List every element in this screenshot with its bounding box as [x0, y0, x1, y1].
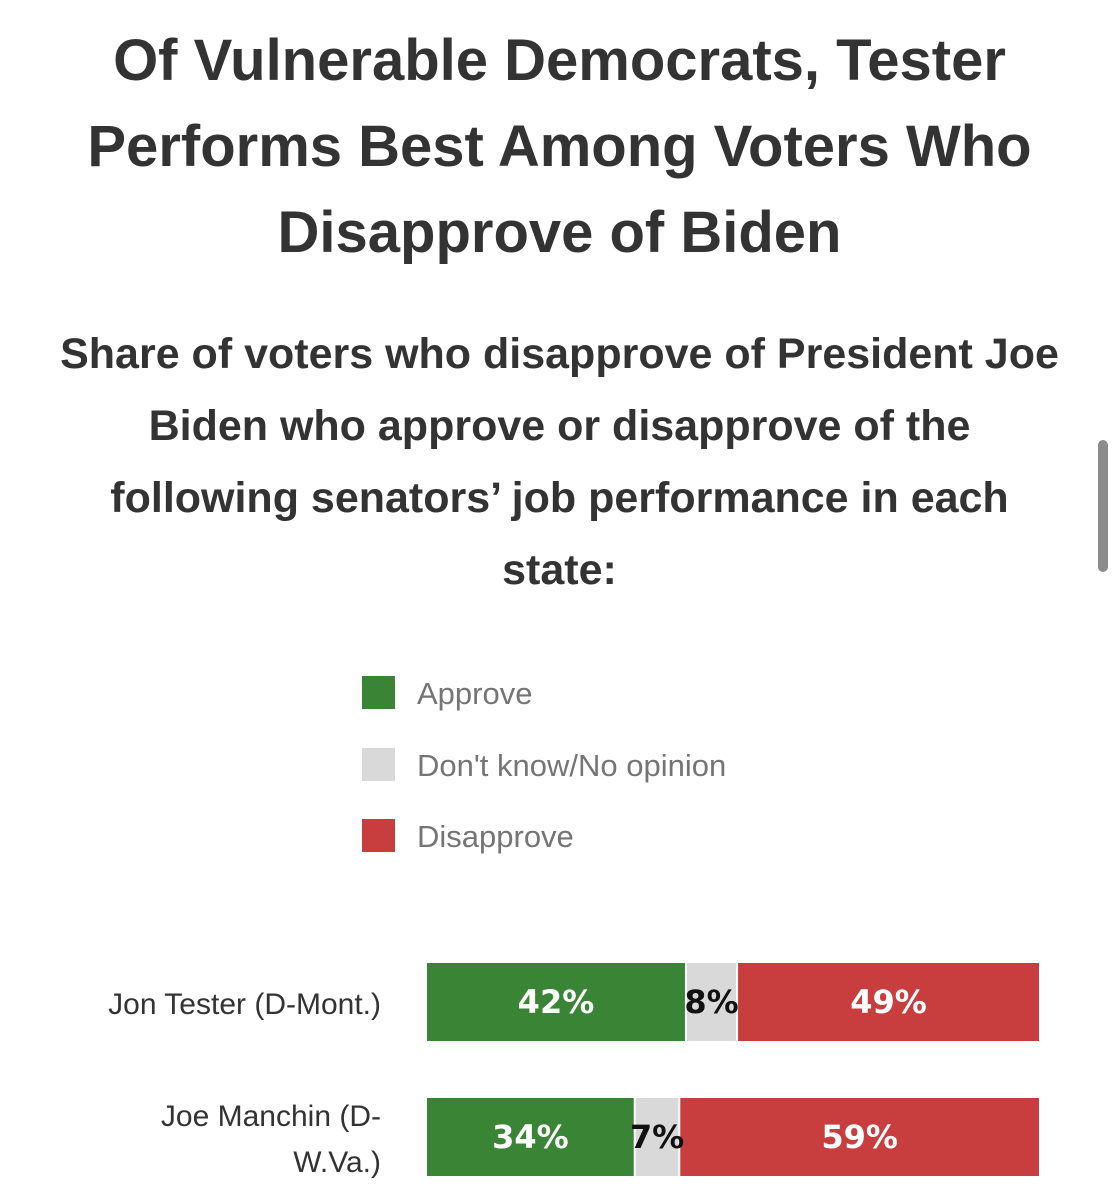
bar-label-approve-1: 34% [492, 1118, 569, 1156]
chart-title: Of Vulnerable Democrats, Tester Performs… [87, 28, 1032, 265]
bar-label-approve-0: 42% [518, 983, 595, 1021]
legend-swatch-approve [362, 676, 395, 709]
bar-label-no-opinion-0: 8% [684, 983, 738, 1021]
row-label-tester-line-1: Jon Tester (D-Mont.) [108, 988, 381, 1021]
row-label-manchin: Joe Manchin (D- W.Va.) [41, 1094, 381, 1186]
legend-item-approve: Approve [362, 670, 862, 711]
legend-label-no-opinion: Don't know/No opinion [417, 748, 727, 783]
bar-disapprove-1 [680, 1098, 1039, 1176]
chart-subtitle: Share of voters who disapprove of Presid… [60, 330, 1059, 594]
bar-label-disapprove-0: 49% [850, 983, 927, 1021]
legend-label-disapprove: Disapprove [417, 819, 574, 854]
legend-swatch-disapprove [362, 819, 395, 852]
bar-approve-0 [427, 963, 685, 1041]
bar-label-disapprove-1: 59% [821, 1118, 898, 1156]
scrollbar[interactable] [1098, 440, 1108, 572]
legend-label-approve: Approve [417, 676, 533, 711]
bar-approve-1 [427, 1098, 634, 1176]
row-label-tester: Jon Tester (D-Mont.) [41, 982, 381, 1028]
bar-no-opinion-1 [635, 1098, 679, 1176]
bar-disapprove-0 [738, 963, 1039, 1041]
row-label-manchin-line-2: W.Va.) [293, 1146, 381, 1179]
row-label-manchin-line-1: Joe Manchin (D- [160, 1100, 381, 1133]
bar-row-0: 42% 8% 49% [427, 963, 1039, 1041]
legend-item-no-opinion: Don't know/No opinion [362, 742, 862, 783]
bar-label-no-opinion-1: 7% [630, 1118, 684, 1156]
bar-row-1: 34% 7% 59% [427, 1098, 1039, 1176]
bar-no-opinion-0 [686, 963, 737, 1041]
legend-swatch-no-opinion [362, 748, 395, 781]
legend-item-disapprove: Disapprove [362, 813, 862, 854]
